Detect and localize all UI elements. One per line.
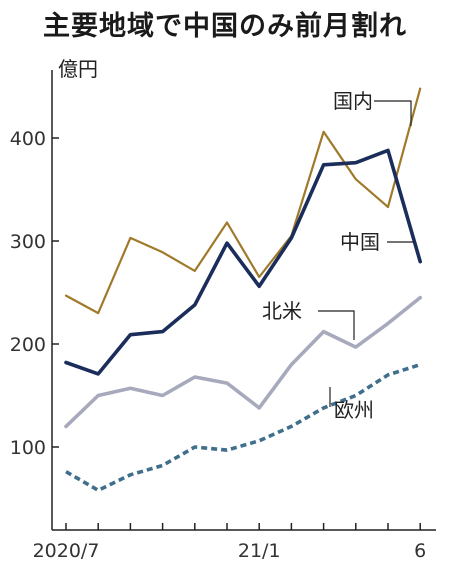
- series-leader-line: [374, 100, 412, 126]
- axes: 億円 100 200 300 400 2020/7 21/1 6: [10, 57, 436, 562]
- series-line-3: [65, 362, 421, 493]
- series-label-3: 欧州: [334, 398, 374, 422]
- y-tick-label: 100: [10, 437, 46, 459]
- series-leader-line: [318, 310, 355, 340]
- x-tick-label: 21/1: [238, 540, 281, 562]
- x-tick-label: 6: [414, 540, 426, 562]
- series-lines: [64, 87, 423, 493]
- series-label-1: 中国: [340, 230, 380, 254]
- y-tick-label: 300: [10, 231, 46, 253]
- chart-title: 主要地域で中国のみ前月割れ: [43, 11, 407, 42]
- series-line-1: [64, 148, 423, 376]
- y-tick-label: 400: [10, 128, 46, 150]
- y-unit-label: 億円: [58, 57, 98, 81]
- series-label-2: 北米: [262, 299, 302, 323]
- x-tick-label: 2020/7: [33, 540, 100, 562]
- series-label-0: 国内: [333, 89, 373, 113]
- series-line-0: [64, 87, 422, 315]
- y-tick-label: 200: [10, 334, 46, 356]
- series-line-2: [64, 295, 423, 429]
